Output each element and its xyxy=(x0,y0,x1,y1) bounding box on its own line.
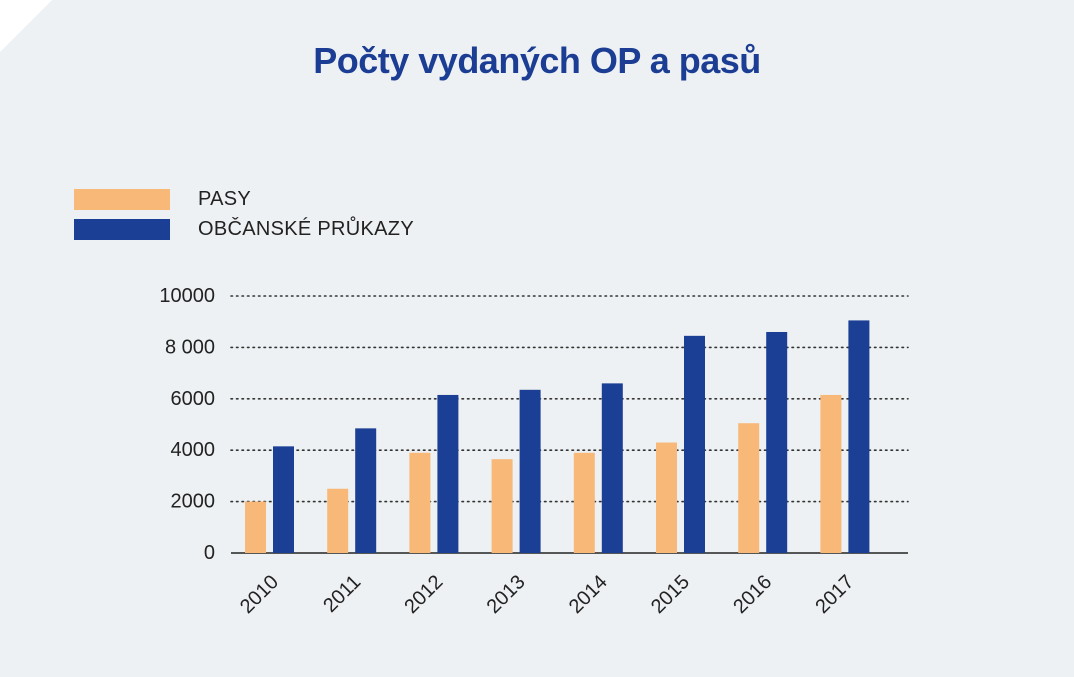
legend-label-pasy: PASY xyxy=(198,187,252,210)
bar-pasy-2015 xyxy=(656,442,677,553)
bar-obcanske-prukazy-2012 xyxy=(437,394,459,553)
y-tick-label: 2000 xyxy=(171,491,216,513)
bar-obcanske-prukazy-2014 xyxy=(601,383,623,553)
bar-pasy-2014 xyxy=(573,452,595,553)
bar-obcanske-prukazy-2017 xyxy=(848,320,870,553)
bar-obcanske-prukazy-2011 xyxy=(355,428,377,553)
bar-obcanske-prukazy-2016 xyxy=(766,331,788,553)
y-tick-label: 10000 xyxy=(159,285,215,307)
x-tick-label: 2016 xyxy=(729,571,776,618)
bar-pasy-2012 xyxy=(409,452,431,553)
legend: PASY OBČANSKÉ PRŮKAZY xyxy=(74,184,414,244)
x-tick-label: 2017 xyxy=(811,571,858,618)
bar-pasy-2010 xyxy=(245,501,266,553)
bar-obcanske-prukazy-2010 xyxy=(273,446,294,553)
legend-label-obcanske-prukazy: OBČANSKÉ PRŮKAZY xyxy=(198,217,414,240)
corner-decoration xyxy=(0,0,52,52)
x-tick-label: 2015 xyxy=(647,571,694,618)
y-tick-label: 6000 xyxy=(171,388,216,410)
x-tick-label: 2010 xyxy=(236,571,283,618)
legend-swatch-obcanske-prukazy xyxy=(74,218,170,240)
x-tick-label: 2013 xyxy=(483,571,530,618)
y-tick-label: 0 xyxy=(204,542,215,564)
x-tick-label: 2014 xyxy=(565,571,612,618)
bar-obcanske-prukazy-2013 xyxy=(519,389,541,553)
x-tick-label: 2011 xyxy=(319,571,365,617)
legend-swatch-pasy xyxy=(74,188,170,210)
chart-title: Počty vydaných OP a pasů xyxy=(313,40,761,81)
x-tick-label: 2012 xyxy=(400,571,447,618)
bar-pasy-2016 xyxy=(738,423,760,553)
legend-item-pasy: PASY xyxy=(74,184,414,214)
bar-pasy-2011 xyxy=(327,488,349,553)
legend-item-obcanske-prukazy: OBČANSKÉ PRŮKAZY xyxy=(74,214,414,244)
y-tick-label: 4000 xyxy=(171,439,216,461)
y-tick-label: 8 000 xyxy=(165,336,215,358)
bar-pasy-2013 xyxy=(491,459,513,553)
bar-obcanske-prukazy-2015 xyxy=(684,335,705,553)
bar-pasy-2017 xyxy=(820,394,842,553)
